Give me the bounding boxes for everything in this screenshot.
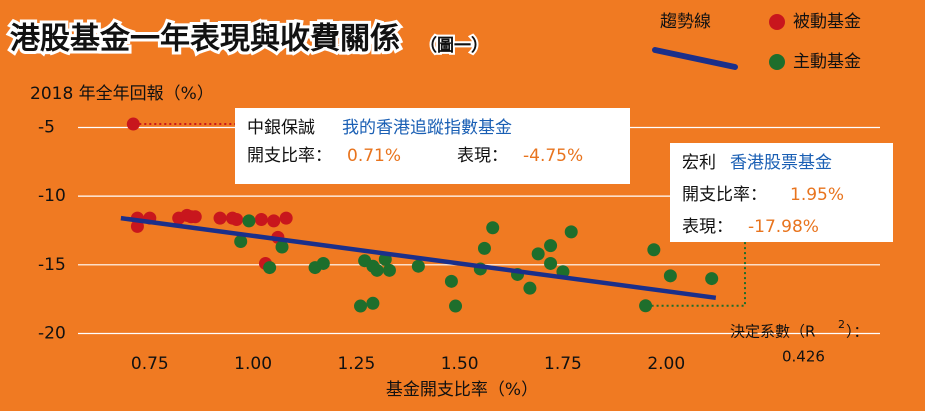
- data-point: [213, 211, 227, 225]
- trend-line: [120, 215, 717, 301]
- data-point: [705, 272, 719, 286]
- annotation-company: 中銀保誠: [247, 118, 315, 138]
- leader-line: [651, 242, 746, 307]
- x-tick-label: 1.25: [337, 354, 375, 374]
- annotation-perf-label: 表現：: [682, 217, 733, 237]
- data-point: [234, 234, 248, 248]
- data-point: [639, 299, 653, 313]
- data-point: [564, 225, 578, 239]
- legend-marker: [769, 14, 785, 30]
- data-point: [449, 299, 463, 313]
- legend-marker: [769, 54, 785, 70]
- data-point: [242, 214, 256, 228]
- data-point: [523, 281, 537, 295]
- x-tick-label: 1.50: [441, 354, 479, 374]
- r2-label-end: ）：: [846, 323, 869, 341]
- annotation-box: [235, 108, 630, 184]
- data-point: [188, 210, 202, 224]
- chart-title: 港股基金一年表現與收費關係: [10, 22, 400, 57]
- chart-subtitle: （圖一）: [420, 35, 488, 56]
- data-point: [531, 247, 545, 261]
- y-tick-label: -10: [38, 186, 66, 206]
- r2-label: 決定系數（R: [730, 323, 815, 341]
- annotation-fee: 0.71%: [347, 146, 401, 166]
- annotation-fund: 香港股票基金: [730, 153, 832, 173]
- data-point: [444, 274, 458, 288]
- data-point: [647, 243, 661, 257]
- annotation-perf: -17.98%: [748, 217, 819, 237]
- data-point: [354, 299, 368, 313]
- y-tick-label: -15: [38, 255, 66, 275]
- data-point: [275, 240, 289, 254]
- x-tick-label: 0.75: [131, 354, 169, 374]
- data-point: [544, 239, 558, 253]
- y-tick-label: -20: [38, 324, 66, 344]
- data-point: [370, 263, 384, 277]
- annotation-fee-label: 開支比率：: [682, 185, 767, 205]
- r2-value: 0.426: [782, 348, 825, 366]
- data-point: [544, 256, 558, 270]
- data-point: [663, 269, 677, 283]
- legend-label: 趨勢線: [660, 12, 711, 32]
- legend-line: [652, 47, 738, 70]
- annotation-fund: 我的香港追蹤指數基金: [342, 118, 512, 138]
- annotation-perf-label: 表現：: [457, 146, 508, 166]
- legend-label: 被動基金: [793, 12, 861, 32]
- data-point: [477, 241, 491, 255]
- data-point: [279, 211, 293, 225]
- data-point: [263, 261, 277, 275]
- annotation-company: 宏利: [682, 153, 716, 173]
- data-point: [126, 117, 140, 131]
- data-point: [411, 259, 425, 273]
- legend-label: 主動基金: [793, 52, 861, 72]
- x-tick-label: 2.00: [647, 354, 685, 374]
- data-point: [267, 214, 281, 228]
- data-point: [366, 296, 380, 310]
- annotation-box: [670, 143, 893, 242]
- data-point: [230, 213, 244, 227]
- x-tick-label: 1.75: [544, 354, 582, 374]
- data-point: [254, 213, 268, 227]
- data-point: [486, 221, 500, 235]
- y-tick-label: -5: [38, 117, 55, 137]
- data-point: [382, 263, 396, 277]
- annotation-fee-label: 開支比率：: [247, 146, 332, 166]
- data-point: [316, 256, 330, 270]
- x-axis-label: 基金開支比率（%）: [386, 380, 538, 400]
- y-axis-label: 2018 年全年回報（%）: [30, 84, 214, 104]
- annotation-perf: -4.75%: [523, 146, 583, 166]
- legend: 趨勢線 被動基金 主動基金: [652, 12, 861, 72]
- r2-sup: 2: [838, 318, 845, 331]
- annotation-fee: 1.95%: [790, 185, 844, 205]
- data-point: [130, 219, 144, 233]
- x-tick-label: 1.00: [234, 354, 272, 374]
